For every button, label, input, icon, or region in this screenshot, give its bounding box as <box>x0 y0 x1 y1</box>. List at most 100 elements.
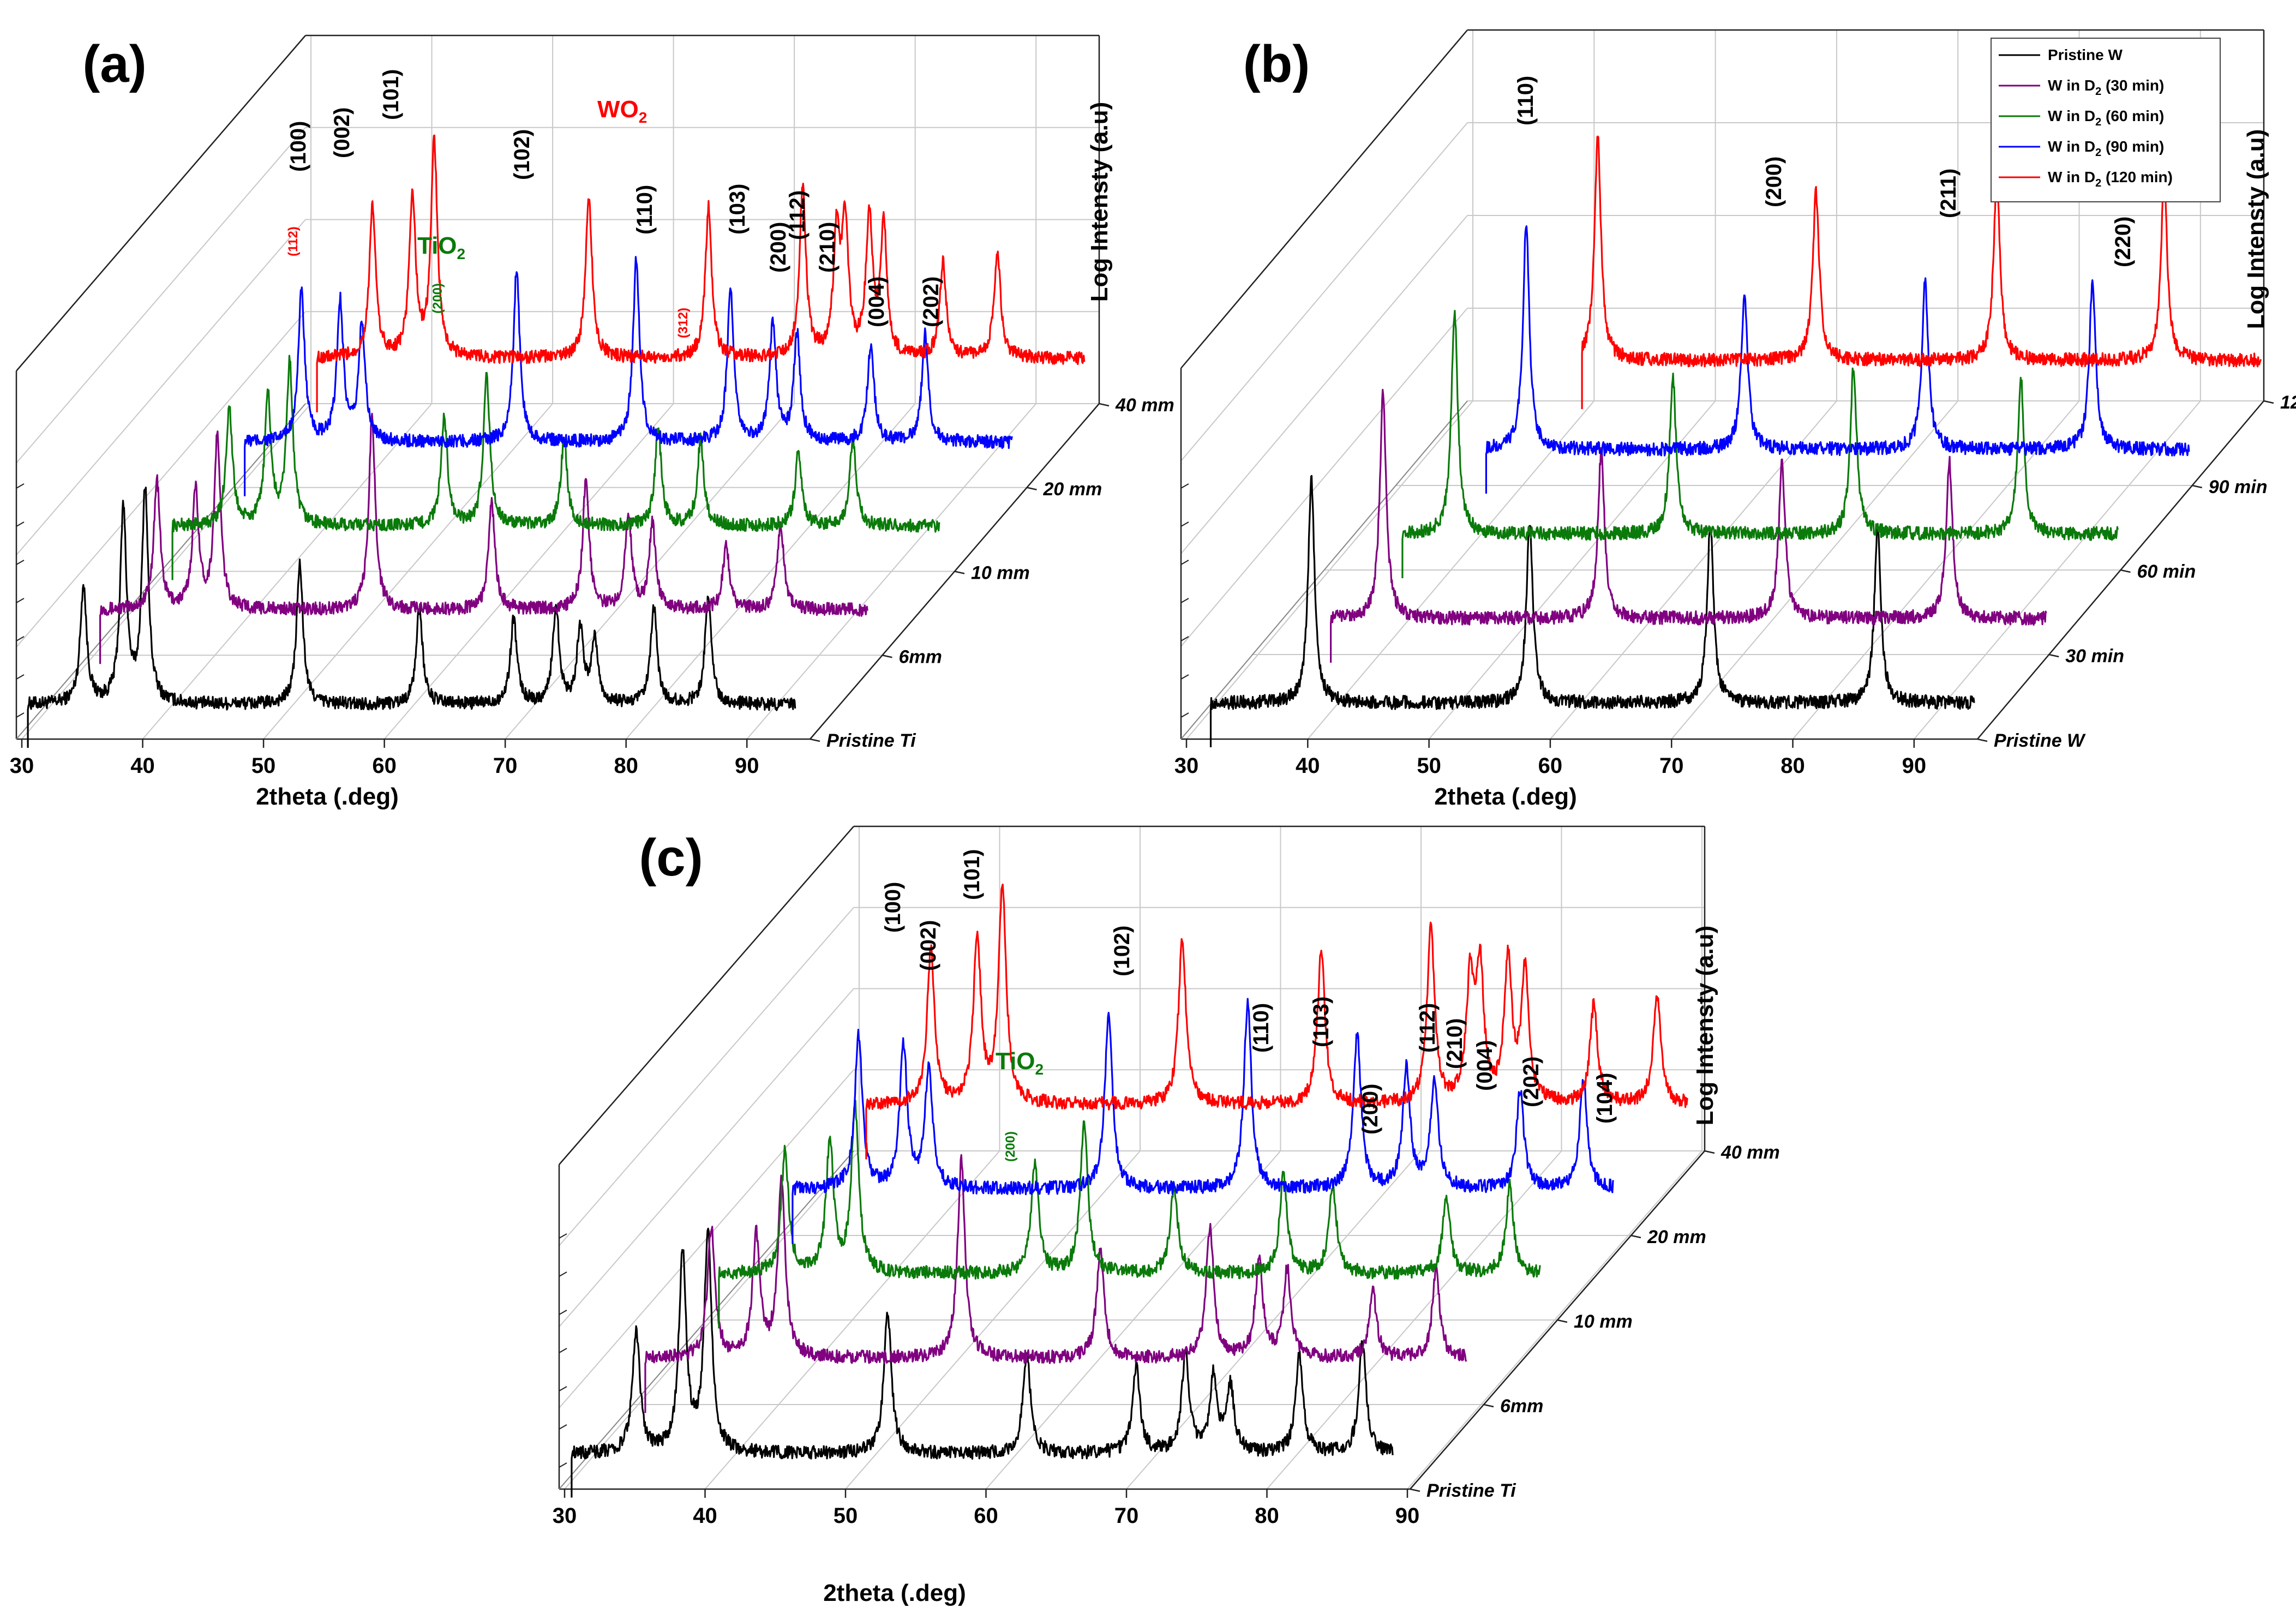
floor-grid-line <box>505 403 795 740</box>
legend-entry: W in D2 (120 min) <box>2048 169 2173 189</box>
legend-post: (90 min) <box>2101 138 2164 155</box>
peak-label-small: (200) <box>1003 1131 1018 1162</box>
floor-grid-line <box>625 403 916 740</box>
x-tick-label: 60 <box>1538 754 1563 778</box>
floor-grid-line <box>1186 400 1473 740</box>
x-tick-label: 30 <box>553 1504 577 1528</box>
depth-label: 10 mm <box>971 563 1030 584</box>
y-minor-tick <box>1180 483 1189 489</box>
floor-grid-line <box>746 403 1036 740</box>
top-left-edge <box>559 826 854 1165</box>
y-minor-tick <box>1180 560 1189 565</box>
legend-entry: Pristine W <box>2048 46 2123 63</box>
xrd-curve-black <box>571 1227 1394 1498</box>
y-axis-title: Log Intensty (a.u) <box>1692 926 1718 1126</box>
x-tick-label: 50 <box>834 1504 858 1528</box>
peak-label: (104) <box>1593 1073 1617 1124</box>
peak-label: (101) <box>960 849 984 900</box>
xrd-curve-green <box>171 355 940 580</box>
peak-label: (002) <box>330 107 354 158</box>
phase-label-wo2: WO2 <box>597 96 647 126</box>
left-floor-edge <box>1180 400 1468 740</box>
depth-label: 90 min <box>2209 477 2268 497</box>
y-minor-tick <box>1180 636 1189 641</box>
phase-tio2-main: TiO <box>417 232 457 259</box>
x-tick-label: 30 <box>10 754 34 778</box>
phase-tio2-sub: 2 <box>457 245 466 262</box>
legend-entry: W in D2 (60 min) <box>2048 107 2164 128</box>
y-minor-tick <box>559 1462 567 1468</box>
y-minor-tick <box>16 712 25 718</box>
xrd-curve-blue <box>792 998 1614 1244</box>
x-tick-label: 60 <box>372 754 397 778</box>
panel-a: 30 40 50 60 70 80 90 Pristine Ti 6mm 10 mm 20 mm 40… <box>10 34 1174 810</box>
depth-tick-mark <box>1630 1234 1641 1239</box>
xrd-curve-blue <box>1485 225 2190 494</box>
depth-label: 120 min <box>2280 392 2296 413</box>
floor-grid-line <box>1550 400 1837 740</box>
xrd-curve-blue <box>244 256 1013 496</box>
y-minor-tick <box>16 598 25 603</box>
depth-tick-mark <box>1027 487 1037 490</box>
peak-label: (110) <box>1514 76 1538 125</box>
peak-label: (112) <box>1416 1003 1440 1053</box>
floor-grid-line <box>1914 400 2201 740</box>
phase-label-tio2: TiO2 <box>417 232 465 262</box>
peak-label: (100) <box>286 121 310 172</box>
y-minor-tick <box>1180 712 1189 718</box>
x-tick-label: 90 <box>1902 754 1927 778</box>
peak-label: (112) <box>786 190 810 240</box>
depth-tick-mark <box>1557 1319 1568 1323</box>
floor-grid-line <box>142 403 433 740</box>
y-minor-tick <box>559 1271 567 1277</box>
depth-label: 20 mm <box>1647 1227 1706 1247</box>
depth-label: 40 mm <box>1720 1142 1780 1163</box>
x-tick-label: 40 <box>693 1504 717 1528</box>
x-tick-label: 70 <box>1659 754 1684 778</box>
y-minor-tick <box>16 560 25 565</box>
depth-label: 20 mm <box>1043 479 1102 500</box>
legend-pre: W in D <box>2048 107 2095 124</box>
peak-label: (110) <box>633 185 657 235</box>
peak-label: (202) <box>919 277 943 327</box>
x-tick-label: 80 <box>1255 1504 1279 1528</box>
panel-letter: (c) <box>639 829 703 887</box>
peak-label: (102) <box>1110 926 1134 976</box>
phase-tio2-main: TiO <box>996 1048 1035 1075</box>
y-minor-tick <box>559 1348 567 1353</box>
x-tick-label: 50 <box>251 754 276 778</box>
floor-grid-line <box>21 403 311 740</box>
y-minor-tick <box>1180 521 1189 527</box>
peak-label-small: (312) <box>676 308 691 338</box>
x-tick-label: 40 <box>130 754 155 778</box>
y-minor-tick <box>1180 674 1189 680</box>
floor-grid-line <box>845 1150 1141 1490</box>
depth-tick-mark <box>2192 484 2203 489</box>
panel-letter: (b) <box>1243 35 1310 93</box>
peak-label: (004) <box>865 277 889 327</box>
depth-tick-mark <box>954 571 965 574</box>
y-minor-tick <box>559 1386 567 1391</box>
floor-grid-line <box>1307 400 1595 740</box>
side-grid-line <box>559 907 854 1246</box>
legend-entry: W in D2 (30 min) <box>2048 77 2164 98</box>
floor-grid-line <box>1792 400 2080 740</box>
x-tick-label: 60 <box>974 1504 998 1528</box>
peak-label-small: (112) <box>286 226 301 256</box>
depth-label: 40 mm <box>1115 395 1174 416</box>
peak-label: (103) <box>726 184 750 235</box>
xrd-curve-red <box>1581 135 2262 409</box>
x-tick-label: 50 <box>1417 754 1441 778</box>
depth-label: 10 mm <box>1574 1311 1633 1332</box>
phase-wo2-main: WO <box>597 96 639 123</box>
depth-label: Pristine W <box>1994 730 2086 751</box>
depth-tick-mark <box>810 738 820 742</box>
peak-label: (101) <box>379 69 403 120</box>
peak-label: (102) <box>510 129 534 180</box>
floor-grid-line <box>985 1150 1281 1490</box>
legend-box <box>1991 38 2221 202</box>
side-grid-line <box>1180 215 1468 554</box>
depth-tick-mark <box>1704 1150 1715 1154</box>
depth-tick-mark <box>2120 569 2131 573</box>
y-minor-tick <box>16 483 25 489</box>
